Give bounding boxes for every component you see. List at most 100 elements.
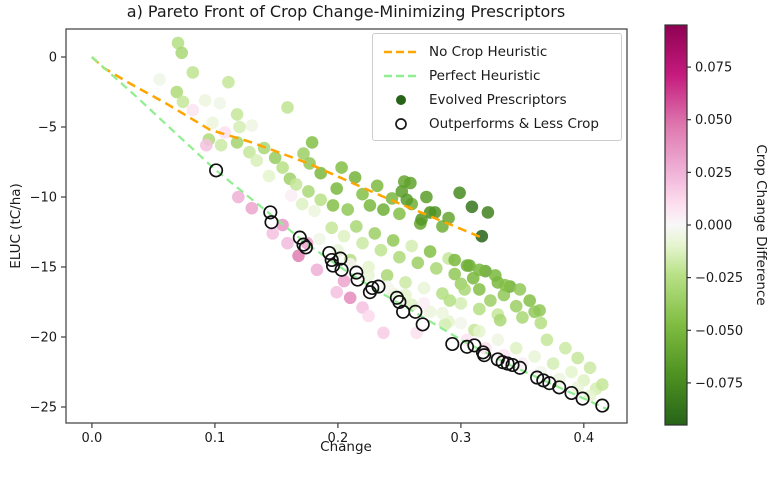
legend-label: Outperforms & Less Crop (429, 115, 599, 132)
outperformer-circle (362, 285, 377, 300)
scatter-point (218, 126, 232, 139)
scatter-point (481, 206, 495, 219)
scatter-point (473, 325, 486, 338)
scatter-point (232, 190, 245, 204)
scatter-point (448, 267, 462, 281)
dashed-line-swatch-icon (384, 50, 418, 53)
scatter-point (222, 75, 235, 89)
scatter-point (540, 333, 554, 347)
scatter-point (230, 136, 244, 149)
legend-item: Perfect Heuristic (383, 65, 611, 86)
scatter-point (330, 285, 344, 299)
scatter-point (420, 190, 433, 204)
outperformer-circle (209, 163, 224, 178)
scatter-point (571, 381, 584, 394)
colorbar-tick-label: −0.025 (695, 271, 743, 286)
scatter-point (473, 263, 486, 277)
scatter-point (415, 213, 428, 226)
scatter-point (428, 206, 442, 219)
scatter-point (411, 256, 425, 270)
scatter-point (417, 281, 431, 295)
y-tick-label: −5 (38, 121, 57, 136)
legend-label: Perfect Heuristic (429, 67, 541, 84)
scatter-point (153, 73, 166, 86)
scatter-point (463, 259, 476, 272)
scatter-point (297, 147, 310, 160)
legend-item: Outperforms & Less Crop (383, 113, 611, 134)
x-axis-label: Change (320, 439, 372, 455)
dashed-line-swatch-icon (384, 74, 418, 77)
y-tick-label: −25 (30, 401, 57, 416)
scatter-point (399, 276, 412, 289)
scatter-point (335, 161, 348, 174)
scatter-point (448, 253, 462, 267)
scatter-point (243, 145, 256, 159)
scatter-point (266, 227, 280, 240)
scatter-point (176, 95, 190, 109)
x-tick-label: 0.3 (451, 431, 472, 446)
scatter-point (436, 306, 449, 320)
outperformer-circle (477, 348, 492, 363)
outperformer-circle (333, 251, 348, 266)
scatter-point (295, 197, 309, 211)
outperformer-circle (296, 237, 311, 252)
outperformer-circle (349, 265, 364, 280)
plot-border (65, 28, 628, 424)
scatter-point (513, 283, 527, 296)
scatter-point (533, 304, 546, 317)
scatter-point (233, 120, 246, 134)
colorbar-tick-label: −0.075 (695, 376, 743, 391)
scatter-point (356, 187, 369, 201)
scatter-point (400, 193, 414, 207)
outperformer-circle (459, 339, 475, 354)
outperformer-circle (415, 317, 430, 332)
scatter-point (404, 176, 417, 190)
scatter-point (393, 250, 406, 264)
outperformers-layer (209, 163, 610, 413)
scatter-point (313, 232, 326, 246)
scatter-point (377, 326, 390, 340)
scatter-point (430, 262, 443, 275)
outperformer-circle (325, 258, 341, 273)
filled-dot-swatch-icon (396, 94, 406, 105)
axes-layer: 0.0 0.1 0.2 0.3 0.4 0 −5 −10 −15 −20 −25 (30, 28, 628, 446)
scatter-point (281, 101, 294, 114)
colorbar-tick-label: 0.075 (695, 61, 732, 76)
scatter-point (337, 274, 351, 288)
scatter-point (268, 151, 282, 165)
outperformer-circle (575, 391, 590, 406)
scatter-point (356, 236, 369, 250)
colorbar-tick-label: 0.000 (695, 219, 732, 234)
scatter-point (341, 203, 355, 216)
scatter-point (596, 378, 609, 391)
no-crop-heuristic-line (91, 56, 483, 239)
colorbar-label: Crop Change Difference (753, 144, 769, 305)
scatter-point (314, 166, 328, 180)
y-axis-label: ELUC (tC/ha) (8, 183, 24, 269)
outperformer-circle (530, 370, 545, 385)
scatter-point (393, 207, 406, 221)
scatter-point (583, 361, 597, 375)
chart-title: a) Pareto Front of Crop Change-Minimizin… (127, 2, 565, 21)
scatter-point (491, 333, 505, 347)
scatter-point (206, 116, 219, 130)
outperformer-circle (292, 230, 307, 245)
outperformer-circle (263, 205, 278, 220)
scatter-point (250, 154, 263, 167)
legend-item: Evolved Prescriptors (383, 89, 611, 110)
scatter-point (170, 85, 184, 99)
perfect-heuristic-line (91, 56, 609, 411)
y-tick-label: −20 (30, 331, 57, 346)
outperformer-circle (264, 215, 279, 230)
scatter-point (171, 36, 185, 50)
scatter-point (377, 203, 390, 216)
scatter-point (302, 185, 315, 198)
open-circle-swatch-icon (395, 117, 407, 130)
scatter-point (380, 269, 394, 282)
outperformer-circle (505, 357, 520, 373)
legend-label: No Crop Heuristic (429, 43, 548, 60)
scatter-point (559, 341, 572, 355)
y-tick-label: −10 (30, 191, 57, 206)
scatter-point (571, 351, 584, 365)
